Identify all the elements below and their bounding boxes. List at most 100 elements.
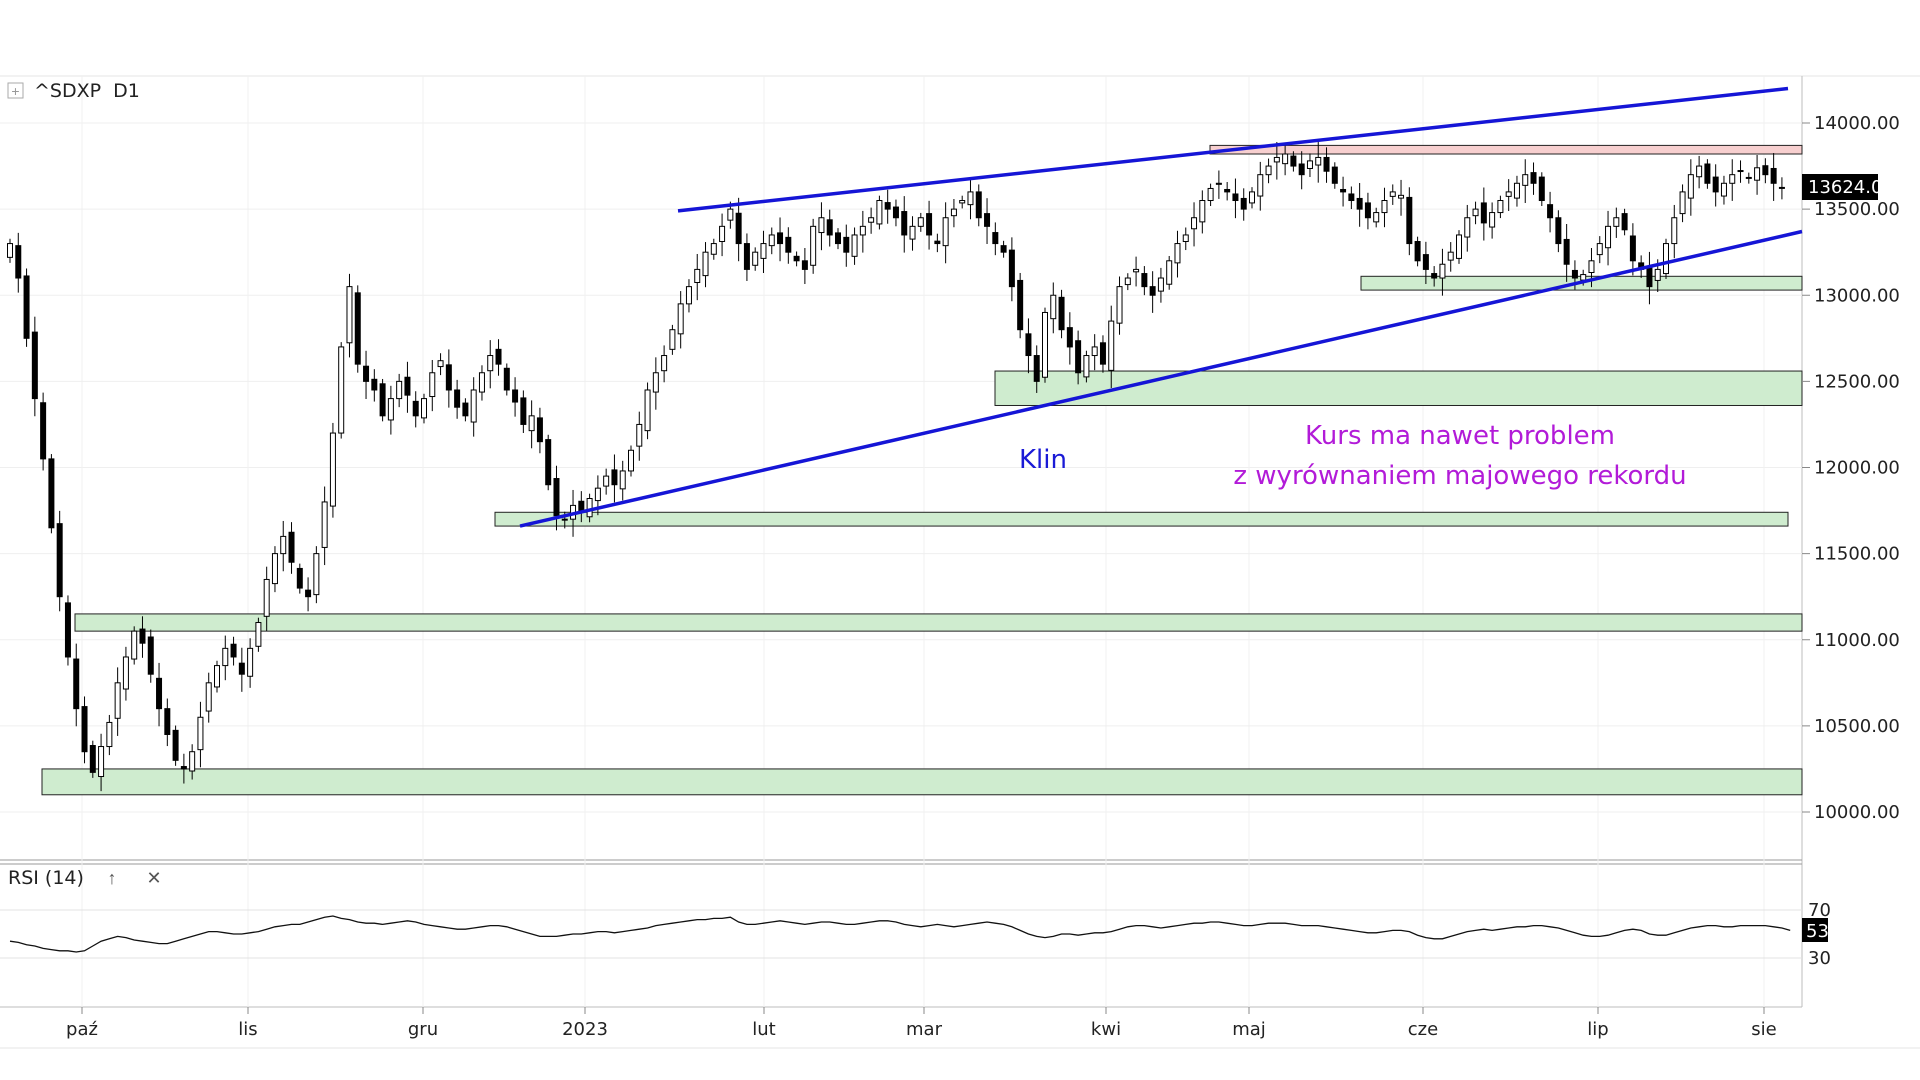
candle-body-down xyxy=(379,383,386,417)
candle xyxy=(1174,230,1181,278)
rsi-current-marker: 53 xyxy=(1802,918,1829,942)
candle xyxy=(263,566,270,631)
candle xyxy=(48,454,55,534)
candle xyxy=(495,339,502,376)
x-tick-label: maj xyxy=(1232,1019,1266,1040)
candles xyxy=(7,142,1785,792)
candle xyxy=(1555,210,1562,253)
candle xyxy=(859,210,866,253)
candle xyxy=(586,493,593,523)
candle-body-up xyxy=(967,191,974,206)
candle-body-down xyxy=(1737,170,1744,173)
candle xyxy=(247,638,254,688)
candle-body-down xyxy=(611,469,618,486)
candle xyxy=(1298,151,1305,190)
candle xyxy=(40,392,47,471)
candle-body-up xyxy=(1671,217,1678,245)
candle xyxy=(628,445,634,477)
candle-body-up xyxy=(561,518,568,521)
candle xyxy=(114,667,121,736)
candle-body-up xyxy=(1042,311,1048,378)
candle xyxy=(1315,142,1322,183)
candle xyxy=(404,361,411,413)
candle xyxy=(1000,240,1007,258)
candle-body-down xyxy=(1323,156,1330,172)
candle xyxy=(379,378,386,422)
candle xyxy=(1042,307,1048,383)
x-tick-label: 2023 xyxy=(562,1019,608,1040)
resistance-zone xyxy=(1209,144,1803,155)
x-tick-label: cze xyxy=(1408,1019,1438,1040)
candle-body-up xyxy=(1257,174,1264,197)
candle-body-down xyxy=(404,376,411,396)
candle xyxy=(1257,161,1264,211)
candle xyxy=(1389,184,1396,205)
candle-body-up xyxy=(1654,268,1661,281)
candle-body-down xyxy=(1356,197,1363,210)
wedge-label: Klin xyxy=(1019,445,1067,475)
candle-body-down xyxy=(1058,296,1065,331)
candle xyxy=(1381,187,1388,228)
x-tick-label: lut xyxy=(752,1019,775,1040)
candle-body-down xyxy=(1571,269,1578,279)
candle-body-down xyxy=(180,766,187,770)
candle-body-up xyxy=(106,721,113,748)
candle xyxy=(280,520,287,572)
candle-body-up xyxy=(636,423,643,447)
candle xyxy=(1149,271,1156,313)
candle-body-down xyxy=(901,211,908,236)
candle-body-up xyxy=(1091,346,1098,357)
candle-body-up xyxy=(1754,167,1761,181)
rsi-close-icon[interactable]: ✕ xyxy=(146,868,161,888)
candle-body-up xyxy=(1613,217,1620,227)
candle-body-down xyxy=(520,397,527,425)
candle-body-down xyxy=(371,378,378,391)
candle-body-down xyxy=(992,232,999,245)
candle-body-down xyxy=(1538,176,1545,202)
rsi-move-up-icon[interactable]: ↑ xyxy=(108,868,117,888)
candle-body-down xyxy=(64,602,71,658)
candle-body-up xyxy=(1249,191,1255,204)
candle xyxy=(1480,187,1487,241)
candle xyxy=(338,342,345,439)
time-axis: paź lis gru 2023 lut mar kwi maj cze lip sie xyxy=(66,1007,1777,1040)
candle-body-up xyxy=(122,656,129,690)
candle-body-up xyxy=(1116,286,1123,324)
candle xyxy=(122,646,129,701)
candle-body-up xyxy=(1282,153,1289,165)
candle xyxy=(1066,312,1073,365)
candle xyxy=(1679,184,1686,223)
candle xyxy=(1373,207,1380,228)
candle xyxy=(611,454,618,503)
candle xyxy=(959,195,966,209)
candle xyxy=(1340,176,1347,207)
candle-body-down xyxy=(801,260,808,270)
candle-body-up xyxy=(1505,191,1512,197)
candle-body-down xyxy=(503,367,510,391)
candle-body-down xyxy=(89,745,96,773)
candle xyxy=(876,195,883,230)
candle xyxy=(851,227,858,265)
candle-body-up xyxy=(818,217,825,234)
candle xyxy=(1547,191,1554,233)
candle xyxy=(89,740,96,778)
expand-button[interactable] xyxy=(7,82,24,99)
candle-body-up xyxy=(1472,208,1479,217)
candle xyxy=(1249,187,1255,209)
candle-body-down xyxy=(1340,188,1347,193)
candle xyxy=(1091,334,1098,371)
candle-body-down xyxy=(975,191,982,219)
candle-body-up xyxy=(387,398,394,421)
candle-body-up xyxy=(1182,234,1189,243)
candle-body-down xyxy=(1008,249,1015,288)
candle xyxy=(31,316,38,417)
upper-trendline xyxy=(677,86,1789,213)
candle xyxy=(288,522,295,574)
candle-body-down xyxy=(305,589,312,598)
candle-body-down xyxy=(1646,266,1653,288)
candle xyxy=(1058,289,1065,339)
candle-body-up xyxy=(1157,277,1164,292)
expand-icon[interactable]: + xyxy=(11,83,19,99)
candle xyxy=(884,189,891,224)
